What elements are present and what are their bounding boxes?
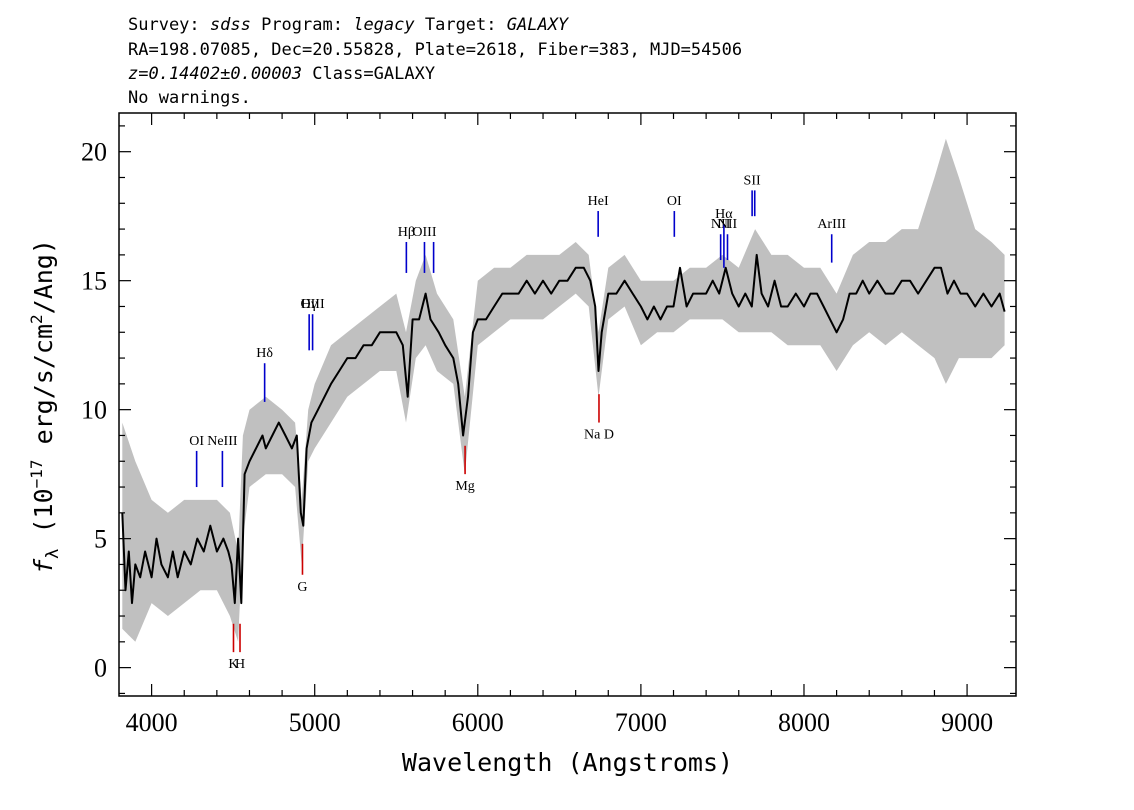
tick-layer: 4000 5000 6000 7000 8000 9000 0 5 10 15 20 xyxy=(81,113,1016,737)
emission-line-label: OIII xyxy=(301,297,325,312)
error-band-layer xyxy=(122,138,1005,642)
x-tick-label: 7000 xyxy=(615,708,667,737)
x-tick-label: 4000 xyxy=(126,708,178,737)
header-line-4: No warnings. xyxy=(128,88,251,108)
emission-line-label: ArIII xyxy=(817,217,846,232)
emission-line-label: NII xyxy=(718,217,738,232)
emission-line-label: Hβ xyxy=(398,225,415,240)
emission-line-label: Hγ xyxy=(301,297,317,312)
y-tick-label: 10 xyxy=(81,396,107,425)
y-tick-label: 15 xyxy=(81,267,107,296)
absorption-line-label: K xyxy=(228,657,238,672)
emission-line-label: Hα xyxy=(715,207,733,222)
header-line-1: Survey: sdss Program: legacy Target: GAL… xyxy=(128,15,570,35)
absorption-line-label: G xyxy=(297,580,307,595)
x-tick-label: 5000 xyxy=(289,708,341,737)
emission-line-label: NII xyxy=(711,217,731,232)
y-tick-label: 20 xyxy=(81,138,107,167)
x-axis-label: Wavelength (Angstroms) xyxy=(402,748,733,777)
y-tick-label: 5 xyxy=(94,525,107,554)
emission-line-label: NeIII xyxy=(207,434,238,449)
emission-line-label: SII xyxy=(744,173,761,188)
emission-line-label: OI xyxy=(667,194,682,209)
x-tick-label: 9000 xyxy=(941,708,993,737)
plot-frame xyxy=(118,112,1017,697)
flux-layer xyxy=(121,253,1006,605)
absorption-line-label: Mg xyxy=(455,479,474,494)
absorption-line-label: H xyxy=(235,657,245,672)
header-line-3: z=0.14402±0.00003 Class=GALAXY xyxy=(128,64,435,84)
error-band xyxy=(122,138,1005,642)
x-tick-label: 8000 xyxy=(778,708,830,737)
emission-line-label: Hδ xyxy=(256,346,273,361)
y-tick-label: 0 xyxy=(94,654,107,683)
y-axis-label: fλ (10−17 erg/s/cm2/Ang) xyxy=(27,239,63,574)
emission-line-label: OI xyxy=(189,434,204,449)
emission-line-label: OIII xyxy=(412,225,436,240)
flux-line xyxy=(121,253,1006,605)
header: Survey: sdss Program: legacy Target: GAL… xyxy=(128,15,742,108)
emission-line-label: HeI xyxy=(588,194,609,209)
absorption-line-label: Na D xyxy=(584,428,614,443)
header-line-2: RA=198.07085, Dec=20.55828, Plate=2618, … xyxy=(128,40,742,60)
x-tick-label: 6000 xyxy=(452,708,504,737)
